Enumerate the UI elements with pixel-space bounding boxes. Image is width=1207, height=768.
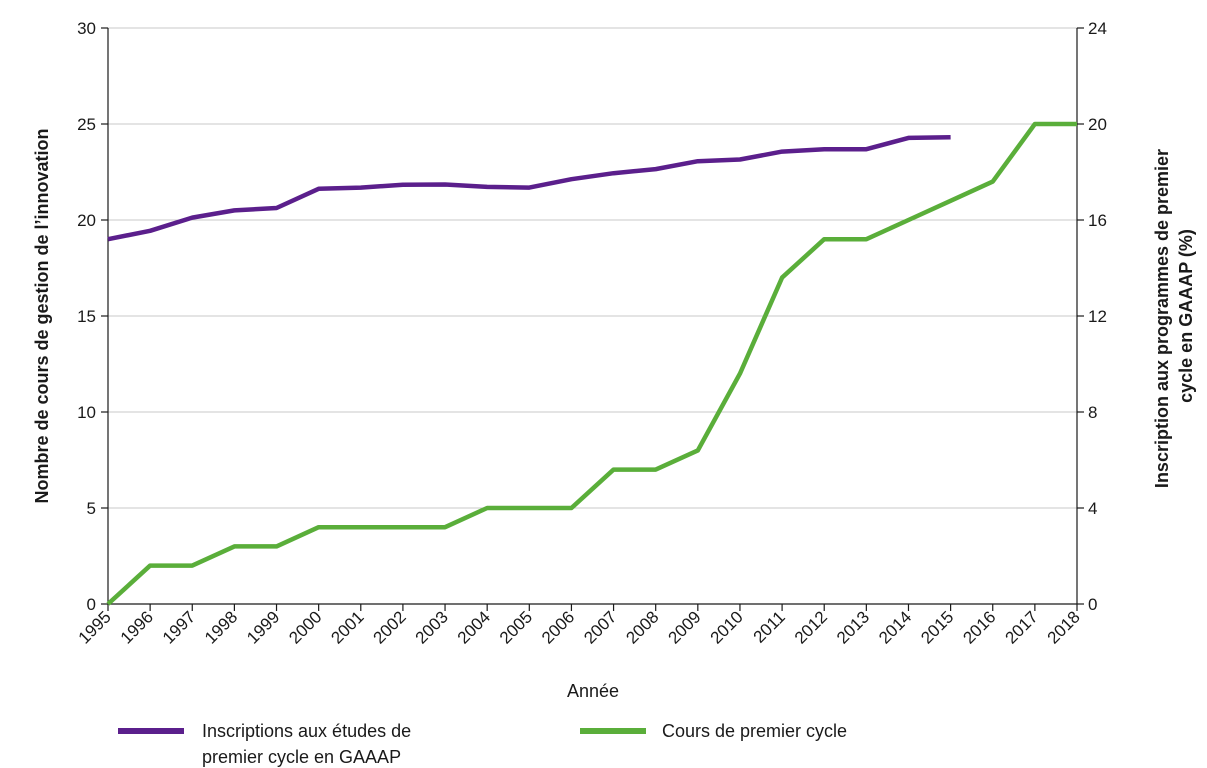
tick-labels: 0 5 10 15 20 25 30 0 4 8 12 16 20 24 1995 1996 1997 1998 1…: [75, 19, 1107, 648]
x-tick-label: 1997: [159, 607, 199, 647]
y-right-tick-label: 8: [1088, 403, 1097, 422]
x-tick-label: 2017: [1002, 607, 1042, 647]
y-right-tick-label: 12: [1088, 307, 1107, 326]
legend-label-enrollment: Inscriptions aux études de premier cycle…: [202, 721, 416, 767]
axes: [101, 27, 1084, 611]
series-line-courses: [106, 121, 1077, 606]
x-tick-label: 1995: [75, 607, 115, 647]
y-left-tick-label: 15: [77, 307, 96, 326]
x-tick-label: 2007: [580, 607, 620, 647]
y-right-tick-label: 16: [1088, 211, 1107, 230]
series-line-enrollment: [107, 134, 951, 242]
x-tick-label: 2014: [875, 607, 915, 647]
x-tick-label: 1996: [117, 607, 157, 647]
legend-label-enrollment-line-1: Inscriptions aux études de: [202, 721, 411, 741]
y-axis-left-title: Nombre de cours de gestion de l’innovati…: [32, 128, 52, 503]
y-left-tick-label: 0: [87, 595, 96, 614]
x-tick-label: 2006: [538, 607, 578, 647]
gridlines: [108, 27, 1077, 509]
x-tick-label: 2012: [791, 607, 831, 647]
x-tick-label: 2008: [622, 607, 662, 647]
y-left-tick-label: 10: [77, 403, 96, 422]
x-tick-label: 2001: [327, 607, 367, 647]
legend-label-enrollment-line-2: premier cycle en GAAAP: [202, 747, 401, 767]
y-left-tick-label: 20: [77, 211, 96, 230]
x-tick-label: 2005: [496, 607, 536, 647]
x-axis-title: Année: [567, 681, 619, 701]
x-tick-label: 2010: [707, 607, 747, 647]
y-right-tick-label: 20: [1088, 115, 1107, 134]
y-axis-right-title: Inscription aux programmes de premier cy…: [1152, 144, 1196, 488]
y-left-tick-label: 25: [77, 115, 96, 134]
x-tick-label: 2015: [917, 607, 957, 647]
x-tick-label: 1998: [201, 607, 241, 647]
y-right-tick-label: 4: [1088, 499, 1097, 518]
x-tick-label: 2003: [412, 607, 452, 647]
y-left-tick-label: 5: [87, 499, 96, 518]
y-right-tick-label: 0: [1088, 595, 1097, 614]
x-tick-label: 2018: [1044, 607, 1084, 647]
y-axis-right-title-line-1: Inscription aux programmes de premier: [1152, 149, 1172, 488]
x-tick-label: 2013: [833, 607, 873, 647]
x-tick-label: 2011: [750, 607, 789, 646]
y-left-tick-label: 30: [77, 19, 96, 38]
x-tick-label: 2002: [370, 607, 410, 647]
legend-label-courses-line-1: Cours de premier cycle: [662, 721, 847, 741]
legend: Inscriptions aux études de premier cycle…: [118, 721, 847, 767]
legend-label-courses: Cours de premier cycle: [662, 721, 847, 741]
x-tick-label: 1999: [243, 607, 283, 647]
x-tick-label: 2016: [959, 607, 999, 647]
x-tick-label: 2009: [664, 607, 704, 647]
y-axis-right-title-line-2: cycle en GAAAP (%): [1176, 229, 1196, 403]
x-tick-label: 2000: [285, 607, 325, 647]
y-right-tick-label: 24: [1088, 19, 1107, 38]
x-tick-label: 2004: [454, 607, 494, 647]
series-lines: [106, 121, 1078, 606]
